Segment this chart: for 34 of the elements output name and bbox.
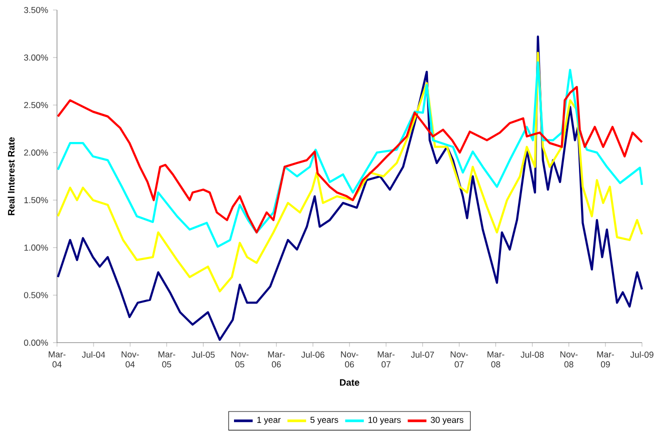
x-tick-label: Mar-07 — [378, 351, 395, 368]
x-tick-label: Jul-06 — [301, 351, 324, 358]
y-tick-label: 0.50% — [24, 292, 48, 298]
x-tick-label: Nov-07 — [450, 351, 468, 368]
x-tick-label: Mar-09 — [597, 351, 614, 368]
x-tick-label: Jul-05 — [192, 351, 215, 358]
y-tick-label: 2.50% — [24, 102, 48, 108]
x-tick-label: Mar-04 — [48, 351, 66, 368]
x-tick-label: Jul-04 — [82, 351, 106, 358]
legend-label: 10 years — [368, 416, 401, 425]
y-tick-label: 1.50% — [24, 197, 48, 204]
x-tick-label: Jul-09 — [630, 351, 654, 358]
legend-label: 30 years — [430, 416, 464, 425]
x-axis-title: Date — [340, 379, 360, 386]
x-tick-label: Nov-05 — [231, 351, 249, 368]
line-series — [56, 86, 644, 234]
line-series — [56, 52, 644, 292]
y-tick-label: 1.00% — [24, 244, 48, 251]
y-tick-label: 2.00% — [24, 150, 48, 156]
x-tick-label: Jul-08 — [520, 351, 544, 358]
x-tick-label: Mar-05 — [158, 351, 176, 368]
y-tick-label: 0.00% — [24, 340, 48, 346]
x-tick-label: Nov-06 — [341, 351, 358, 368]
y-tick-label: 3.00% — [24, 54, 48, 61]
x-tick-label: Nov-04 — [122, 351, 139, 368]
line-series — [56, 61, 644, 248]
y-tick-label: 3.50% — [24, 6, 48, 14]
legend-label: 5 years — [310, 416, 338, 425]
x-tick-label: Mar-08 — [488, 351, 504, 368]
x-tick-label: Jul-07 — [410, 351, 434, 358]
y-axis-title: Real Interest Rate — [8, 137, 15, 216]
x-tick-label: Nov-08 — [560, 351, 578, 368]
x-tick-label: Mar-06 — [268, 351, 285, 368]
legend-label: 1 year — [257, 416, 281, 425]
